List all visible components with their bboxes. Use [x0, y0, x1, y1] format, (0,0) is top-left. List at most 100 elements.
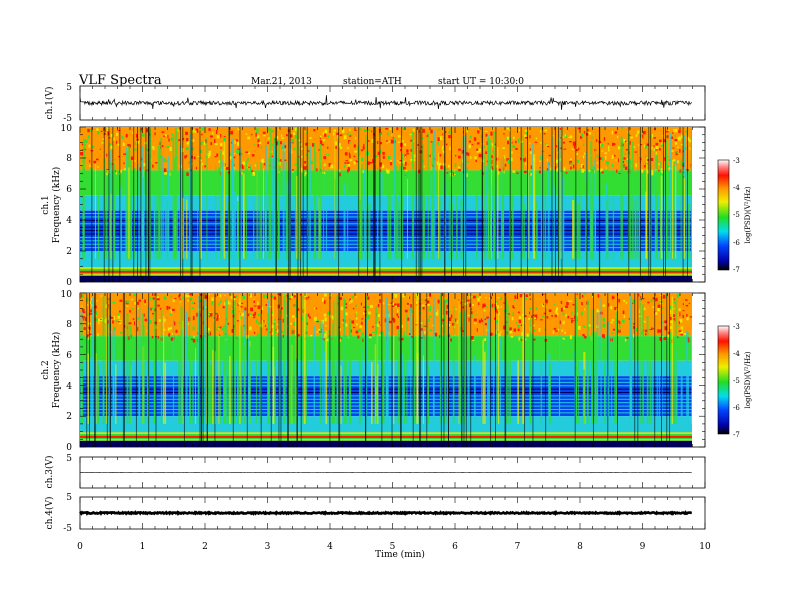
- noise-speck: [376, 324, 380, 327]
- noise-speck: [322, 131, 324, 136]
- noise-speck: [269, 306, 273, 308]
- sferic-streak: [309, 146, 311, 259]
- sferic-streak: [575, 306, 577, 424]
- noise-speck: [612, 328, 616, 331]
- noise-speck: [361, 170, 365, 174]
- noise-speck: [479, 171, 481, 174]
- noise-speck: [565, 314, 567, 318]
- sferic-streak: [444, 204, 447, 259]
- sferic-streak: [91, 298, 94, 424]
- noise-speck: [684, 130, 688, 133]
- noise-speck: [115, 320, 118, 323]
- sferic-streak: [192, 359, 194, 424]
- noise-speck: [345, 312, 348, 316]
- noise-speck: [280, 159, 282, 163]
- sferic-streak: [401, 153, 404, 259]
- noise-speck: [458, 168, 461, 172]
- sferic-dark-line: [276, 127, 277, 282]
- noise-speck: [151, 146, 155, 149]
- noise-speck: [308, 142, 310, 145]
- noise-speck: [339, 134, 343, 137]
- noise-speck: [379, 169, 382, 172]
- noise-speck: [182, 137, 185, 141]
- noise-speck: [633, 323, 635, 325]
- noise-speck: [159, 307, 162, 310]
- noise-speck: [529, 307, 532, 310]
- sferic-dark-line: [289, 127, 291, 282]
- sferic-dark-line: [199, 127, 201, 282]
- noise-speck: [493, 308, 496, 310]
- sferic-streak: [201, 339, 203, 424]
- noise-speck: [575, 149, 579, 152]
- ch1-spectrogram-image: [80, 127, 692, 282]
- sferic-streak: [485, 165, 487, 259]
- noise-speck: [194, 130, 197, 133]
- noise-speck: [102, 138, 104, 140]
- noise-speck: [294, 293, 296, 295]
- noise-speck: [321, 297, 324, 302]
- noise-speck: [207, 153, 211, 157]
- sferic-streak: [298, 157, 300, 259]
- sferic-streak: [483, 351, 486, 424]
- noise-speck: [625, 140, 627, 143]
- noise-speck: [633, 333, 635, 338]
- noise-speck: [438, 165, 441, 170]
- noise-speck: [349, 154, 351, 159]
- sferic-streak: [676, 349, 678, 424]
- noise-speck: [556, 168, 559, 171]
- xtick-0: 0: [77, 542, 83, 552]
- sferic-streak: [394, 139, 395, 259]
- noise-speck: [686, 338, 690, 343]
- noise-speck: [569, 135, 573, 139]
- ch2-cbar-label: log(PSD)(V²/Hz): [744, 351, 752, 408]
- noise-speck: [291, 151, 293, 154]
- noise-speck: [404, 156, 407, 158]
- noise-speck: [680, 143, 683, 146]
- sferic-streak: [499, 337, 502, 424]
- noise-speck: [621, 319, 625, 323]
- noise-speck: [468, 144, 471, 149]
- sferic-streak: [347, 181, 349, 259]
- noise-speck: [666, 135, 669, 139]
- sferic-streak: [430, 173, 433, 259]
- sferic-streak: [87, 353, 90, 424]
- noise-speck: [321, 143, 324, 146]
- noise-speck: [495, 320, 499, 323]
- sferic-dark-line: [669, 293, 671, 447]
- noise-speck: [92, 145, 95, 149]
- sferic-streak: [368, 202, 371, 259]
- sferic-streak: [686, 330, 689, 424]
- noise-speck: [404, 309, 408, 313]
- noise-speck: [81, 149, 84, 151]
- noise-speck: [199, 149, 203, 154]
- noise-speck: [219, 300, 222, 303]
- noise-speck: [446, 168, 449, 170]
- noise-speck: [186, 154, 188, 158]
- sferic-streak: [489, 139, 491, 259]
- sferic-dark-line: [297, 293, 298, 447]
- noise-speck: [394, 294, 398, 298]
- noise-speck: [242, 161, 246, 166]
- noise-speck: [495, 333, 498, 337]
- noise-speck: [529, 298, 532, 300]
- noise-speck: [495, 330, 497, 335]
- sferic-dark-line: [379, 127, 381, 282]
- noise-speck: [563, 167, 566, 171]
- noise-speck: [229, 156, 233, 160]
- noise-speck: [464, 302, 467, 306]
- noise-speck: [512, 136, 515, 140]
- noise-speck: [210, 142, 213, 146]
- noise-speck: [223, 137, 227, 141]
- noise-speck: [576, 160, 580, 163]
- noise-speck: [596, 154, 599, 158]
- sferic-streak: [423, 177, 426, 259]
- noise-speck: [511, 151, 513, 154]
- noise-speck: [588, 132, 592, 135]
- noise-speck: [455, 154, 457, 157]
- noise-speck: [517, 311, 520, 314]
- noise-speck: [402, 127, 406, 130]
- noise-speck: [318, 328, 321, 331]
- sferic-dark-line: [270, 293, 272, 447]
- noise-speck: [128, 322, 132, 325]
